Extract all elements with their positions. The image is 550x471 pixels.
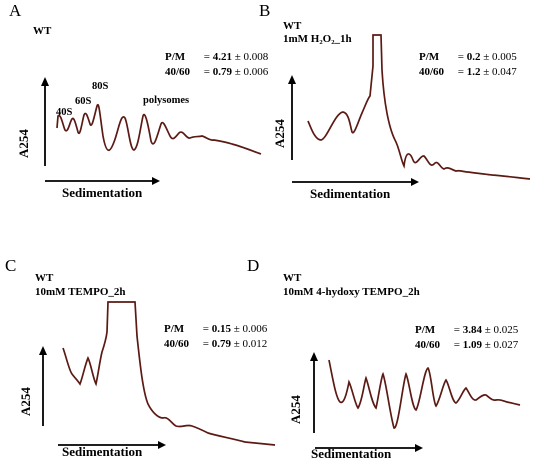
absorbance-trace — [62, 301, 276, 446]
panel-letter: A — [9, 1, 22, 20]
peak-label-polysomes: polysomes — [143, 95, 190, 106]
x-axis-label: Sedimentation — [62, 185, 143, 200]
stat-pm: P/M = 0.2 ± 0.005 — [419, 51, 517, 63]
stats-block: P/M = 4.21 ± 0.008 40/60 = 0.79 ± 0.006 — [165, 50, 268, 80]
y-axis-arrowhead — [39, 346, 47, 355]
treatment-label: 10mM 4-hydoxy TEMPO_2h — [283, 286, 420, 298]
y-axis-arrowhead — [288, 75, 296, 84]
panel-d-plot — [310, 352, 521, 452]
panel-d: D WT 10mM 4-hydoxy TEMPO_2h P/M = 3.84 ±… — [247, 236, 550, 471]
stats-block: P/M = 3.84 ± 0.025 40/60 = 1.09 ± 0.027 — [415, 323, 518, 353]
strain-label: WT — [33, 25, 52, 37]
stat-4060: 40/60 = 1.09 ± 0.027 — [415, 339, 519, 351]
absorbance-trace — [328, 359, 521, 429]
strain-label: WT — [35, 272, 54, 284]
x-axis-label: Sedimentation — [62, 444, 143, 459]
treatment-label: 10mM TEMPO_2h — [35, 286, 126, 298]
strain-label: WT — [283, 20, 302, 32]
panel-letter: B — [259, 1, 271, 20]
panel-c-plot — [39, 301, 276, 449]
panel-letter: D — [247, 256, 260, 275]
stat-pm: P/M = 0.15 ± 0.006 — [164, 323, 268, 335]
treatment-label: 1mM H₂O₂_1h — [283, 33, 352, 45]
y-axis-arrowhead — [41, 77, 49, 86]
stats-block: P/M = 0.15 ± 0.006 40/60 = 0.79 ± 0.012 — [164, 322, 267, 352]
x-axis-arrowhead — [152, 177, 160, 185]
stat-4060: 40/60 = 0.79 ± 0.012 — [164, 338, 268, 350]
panel-b-plot — [288, 34, 531, 186]
x-axis-arrowhead — [158, 441, 166, 449]
stat-4060: 40/60 = 0.79 ± 0.006 — [165, 66, 269, 78]
stat-pm: P/M = 3.84 ± 0.025 — [415, 324, 519, 336]
peak-label-60s: 60S — [75, 96, 92, 107]
absorbance-trace — [307, 34, 531, 180]
peak-label-40s: 40S — [56, 107, 73, 118]
panel-letter: C — [5, 256, 17, 275]
x-axis-arrowhead — [415, 444, 423, 452]
x-axis-label: Sedimentation — [310, 186, 391, 201]
panel-b: B WT 1mM H₂O₂_1h P/M = 0.2 ± 0.005 40/60… — [259, 0, 550, 235]
x-axis-arrowhead — [411, 178, 419, 186]
stat-4060: 40/60 = 1.2 ± 0.047 — [419, 66, 517, 78]
peak-label-80s: 80S — [92, 81, 109, 92]
strain-label: WT — [283, 272, 302, 284]
absorbance-trace — [56, 103, 262, 155]
x-axis-label: Sedimentation — [311, 446, 392, 461]
panel-c: C WT 10mM TEMPO_2h P/M = 0.15 ± 0.006 40… — [0, 236, 276, 471]
stat-pm: P/M = 4.21 ± 0.008 — [165, 51, 269, 63]
panel-a-plot — [41, 77, 262, 185]
stats-block: P/M = 0.2 ± 0.005 40/60 = 1.2 ± 0.047 — [419, 50, 517, 80]
panel-a: A WT P/M = 4.21 ± 0.008 40/60 = 0.79 ± 0… — [0, 0, 275, 235]
y-axis-arrowhead — [310, 352, 318, 361]
